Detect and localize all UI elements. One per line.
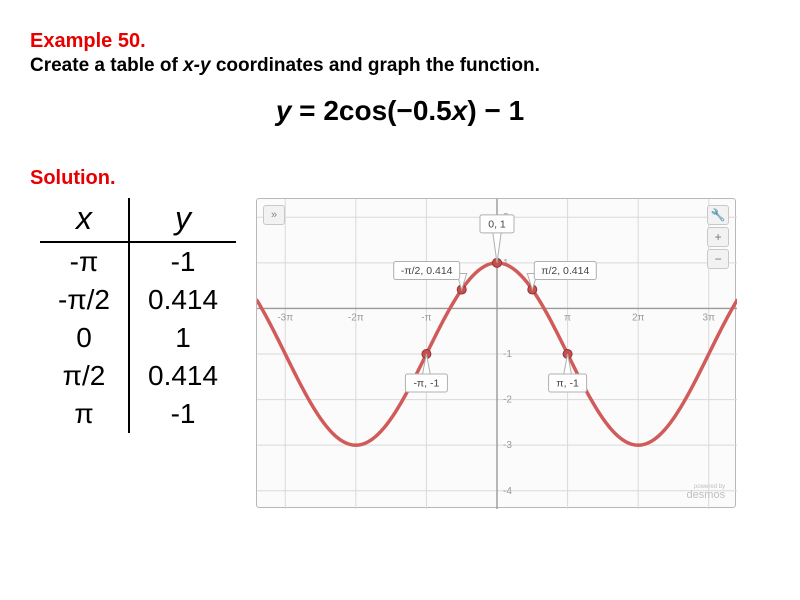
zoom-in-button[interactable]: +	[707, 227, 729, 247]
svg-text:-2: -2	[503, 395, 512, 406]
solution-label: Solution.	[30, 167, 770, 190]
cell: 1	[129, 319, 236, 357]
desmos-credit: powered by desmos	[687, 484, 726, 501]
svg-text:-π/2, 0.414: -π/2, 0.414	[401, 265, 453, 277]
eq-coef: 2	[323, 95, 339, 126]
cell: -π	[40, 242, 129, 281]
instruction: Create a table of x-y coordinates and gr…	[30, 55, 770, 77]
table-body: -π-1 -π/20.414 01 π/20.414 π-1	[40, 242, 236, 433]
example-title: Example 50.	[30, 30, 770, 53]
table-row: π/20.414	[40, 357, 236, 395]
table-row: -π/20.414	[40, 281, 236, 319]
eq-arg-sign: −	[396, 95, 412, 126]
svg-text:0, 1: 0, 1	[488, 218, 506, 230]
cell: -1	[129, 242, 236, 281]
svg-text:π: π	[564, 312, 571, 323]
svg-text:3π: 3π	[703, 312, 716, 323]
svg-text:-π: -π	[421, 312, 431, 323]
svg-text:-3π: -3π	[277, 312, 293, 323]
eq-tail-sign: −	[477, 95, 509, 126]
svg-text:π/2, 0.414: π/2, 0.414	[541, 265, 589, 277]
svg-text:-2π: -2π	[348, 312, 364, 323]
table-header-x: x	[40, 198, 129, 242]
cell: -1	[129, 395, 236, 433]
instruction-var: x-y	[183, 55, 210, 76]
eq-equals: =	[291, 95, 323, 126]
table-row: -π-1	[40, 242, 236, 281]
content-row: x y -π-1 -π/20.414 01 π/20.414 π-1 -3π-2…	[30, 198, 770, 508]
graph-panel[interactable]: -3π-2π-ππ2π3π-4-3-2-112-π, -1-π/2, 0.414…	[256, 198, 736, 508]
equation: y = 2cos(−0.5x) − 1	[30, 95, 770, 127]
svg-text:-1: -1	[503, 349, 512, 360]
instruction-prefix: Create a table of	[30, 55, 183, 76]
svg-text:-3: -3	[503, 440, 512, 451]
eq-arg-var: x	[452, 95, 468, 126]
cell: 0.414	[129, 281, 236, 319]
cell: 0	[40, 319, 129, 357]
cell: -π/2	[40, 281, 129, 319]
eq-tail-val: 1	[509, 95, 525, 126]
table-row: π-1	[40, 395, 236, 433]
eq-close: )	[467, 95, 476, 126]
eq-arg-coef: 0.5	[413, 95, 452, 126]
svg-text:π, -1: π, -1	[556, 378, 579, 390]
xy-table: x y -π-1 -π/20.414 01 π/20.414 π-1	[40, 198, 236, 433]
svg-text:-π, -1: -π, -1	[414, 378, 440, 390]
settings-button[interactable]: 🔧	[707, 205, 729, 225]
desmos-name: desmos	[687, 490, 726, 501]
graph-svg: -3π-2π-ππ2π3π-4-3-2-112-π, -1-π/2, 0.414…	[257, 199, 737, 509]
instruction-suffix: coordinates and graph the function.	[211, 55, 540, 76]
cell: π/2	[40, 357, 129, 395]
table-header-y: y	[129, 198, 236, 242]
svg-text:-4: -4	[503, 486, 512, 497]
cell: π	[40, 395, 129, 433]
eq-lhs: y	[276, 95, 292, 126]
table-row: 01	[40, 319, 236, 357]
cell: 0.414	[129, 357, 236, 395]
collapse-button[interactable]: »	[263, 205, 285, 225]
svg-text:2π: 2π	[632, 312, 645, 323]
eq-func: cos(	[339, 95, 397, 126]
side-controls: 🔧 + −	[707, 205, 729, 269]
zoom-out-button[interactable]: −	[707, 249, 729, 269]
